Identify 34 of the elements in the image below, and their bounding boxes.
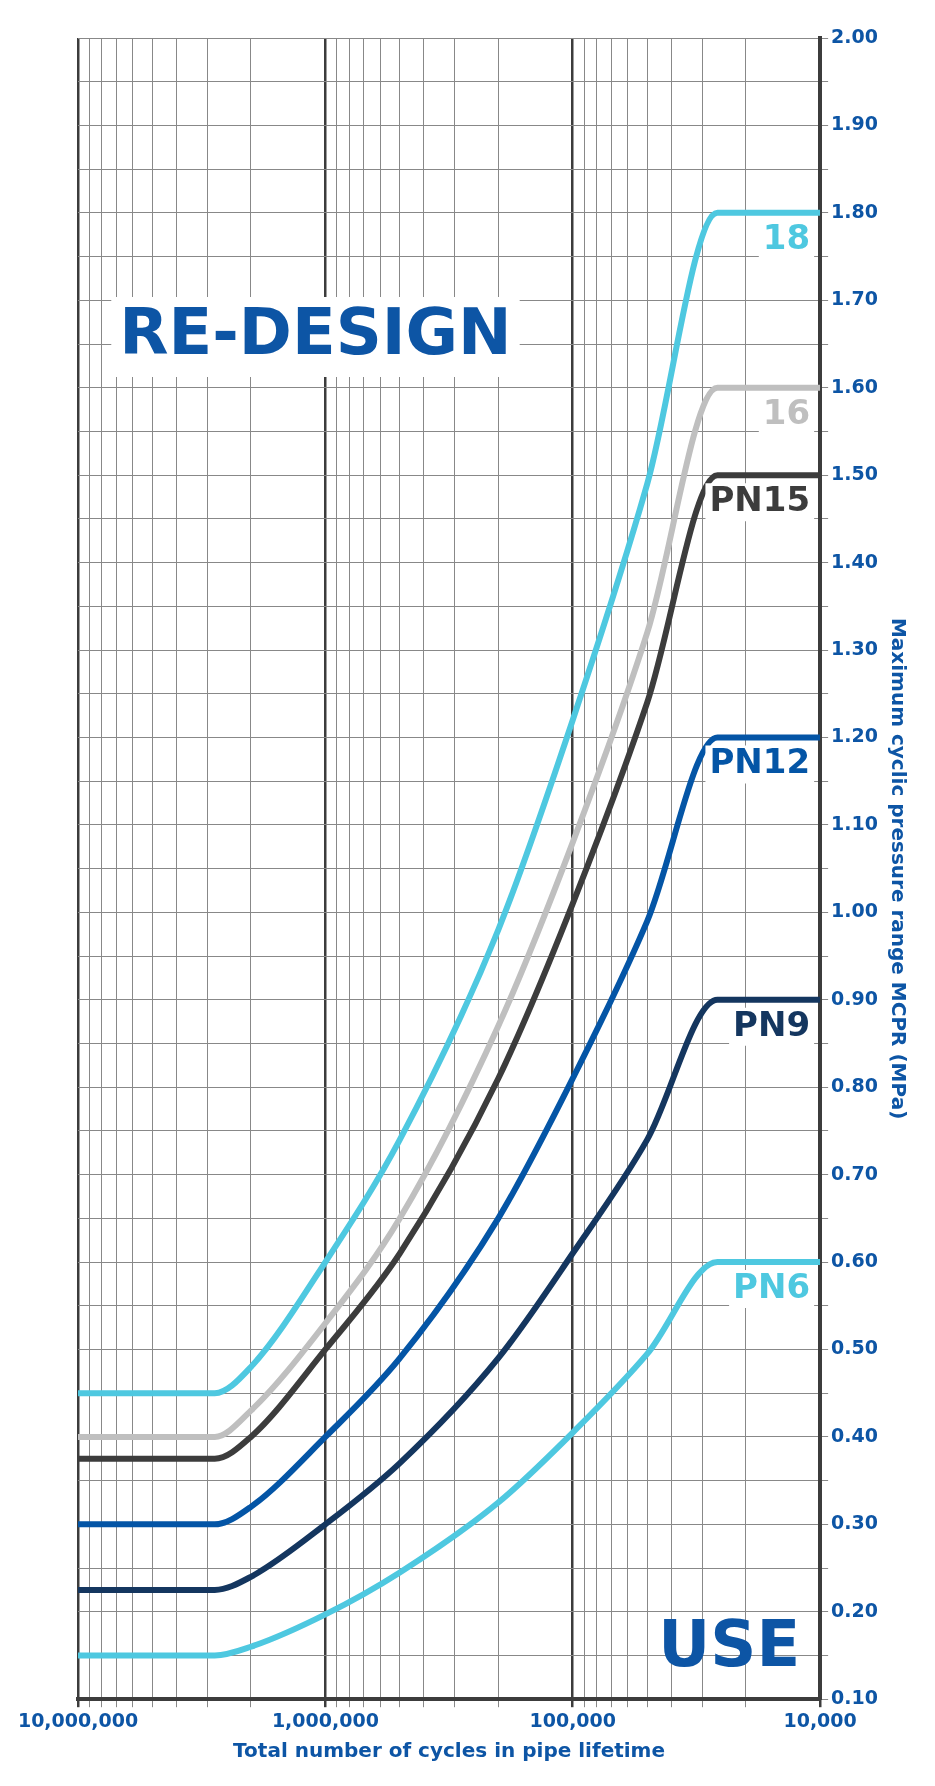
y-tick-label: 0.60	[831, 1248, 879, 1271]
y-tick-label: 0.10	[831, 1686, 879, 1709]
series-label: PN15	[709, 478, 811, 519]
y-tick-label: 1.40	[831, 549, 879, 572]
y-tick-label: 1.80	[831, 199, 879, 222]
annotation: USE	[658, 1606, 801, 1681]
y-tick-label: 0.30	[831, 1511, 879, 1534]
y-tick-label: 1.00	[831, 899, 879, 922]
y-tick-label: 1.90	[831, 112, 879, 135]
y-tick-label: 0.20	[831, 1598, 879, 1621]
x-axis-title: Total number of cycles in pipe lifetime	[233, 1738, 666, 1763]
y-tick-label: 1.10	[831, 811, 879, 834]
series-label: 18	[762, 216, 811, 257]
annotation: RE-DESIGN	[119, 294, 512, 369]
y-tick-label: 0.90	[831, 986, 879, 1009]
y-tick-label: 1.30	[831, 636, 879, 659]
x-tick-label: 100,000	[529, 1708, 617, 1731]
series-label: PN12	[709, 741, 811, 782]
y-tick-label: 0.80	[831, 1074, 879, 1097]
y-tick-label: 0.40	[831, 1423, 879, 1446]
y-tick-label: 1.60	[831, 374, 879, 397]
series-label: 16	[762, 391, 811, 432]
y-tick-label: 1.70	[831, 287, 879, 310]
y-tick-label: 0.50	[831, 1336, 879, 1359]
x-tick-label: 10,000,000	[17, 1708, 139, 1731]
x-tick-label: 10,000	[783, 1708, 857, 1731]
series-label: PN9	[733, 1003, 811, 1044]
x-tick-label: 1,000,000	[271, 1708, 379, 1731]
y-axis-title: Maximum cyclic pressure range MCPR (MPa)	[886, 617, 911, 1120]
y-tick-label: 0.70	[831, 1161, 879, 1184]
series-label: PN6	[733, 1265, 811, 1306]
y-tick-label: 2.00	[831, 24, 879, 47]
y-tick-label: 1.50	[831, 462, 879, 485]
y-tick-label: 1.20	[831, 724, 879, 747]
